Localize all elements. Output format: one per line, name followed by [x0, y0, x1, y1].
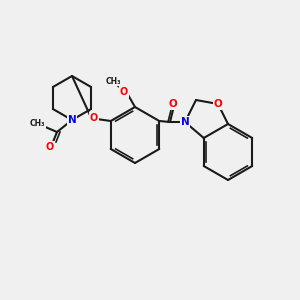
Text: O: O	[90, 113, 98, 123]
Text: O: O	[214, 99, 222, 109]
Text: N: N	[181, 117, 189, 127]
Text: N: N	[68, 115, 76, 125]
Text: O: O	[120, 87, 128, 97]
Text: CH₃: CH₃	[105, 76, 121, 85]
Text: CH₃: CH₃	[29, 119, 45, 128]
Text: O: O	[46, 142, 54, 152]
Text: O: O	[169, 99, 177, 109]
